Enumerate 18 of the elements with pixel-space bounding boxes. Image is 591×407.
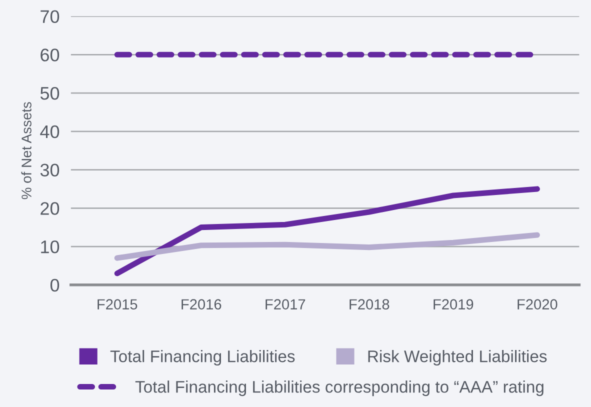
legend-label: Total Financing Liabilities xyxy=(110,350,295,366)
y-tick-label: 30 xyxy=(40,164,60,176)
y-tick-label: 10 xyxy=(41,240,60,254)
x-tick-label: F2019 xyxy=(434,299,474,310)
legend-label: Total Financing Liabilities corresponding to “AAA” rating xyxy=(135,380,544,396)
x-tick-label: F2015 xyxy=(98,299,138,310)
y-tick-label: 60 xyxy=(40,48,60,62)
y-axis-title: % of Net Assets xyxy=(21,102,32,200)
y-tick-label: 40 xyxy=(40,125,60,138)
x-tick-label: F2017 xyxy=(266,299,306,310)
x-tick-label: F2016 xyxy=(182,299,222,310)
x-tick-label: F2018 xyxy=(350,299,390,310)
y-tick-label: 70 xyxy=(40,10,60,23)
y-tick-label: 50 xyxy=(40,86,60,100)
y-tick-label: 0 xyxy=(50,278,60,292)
x-tick-label: F2020 xyxy=(518,299,558,310)
y-tick-label: 20 xyxy=(40,202,60,215)
legend-label: Risk Weighted Liabilities xyxy=(368,350,547,366)
